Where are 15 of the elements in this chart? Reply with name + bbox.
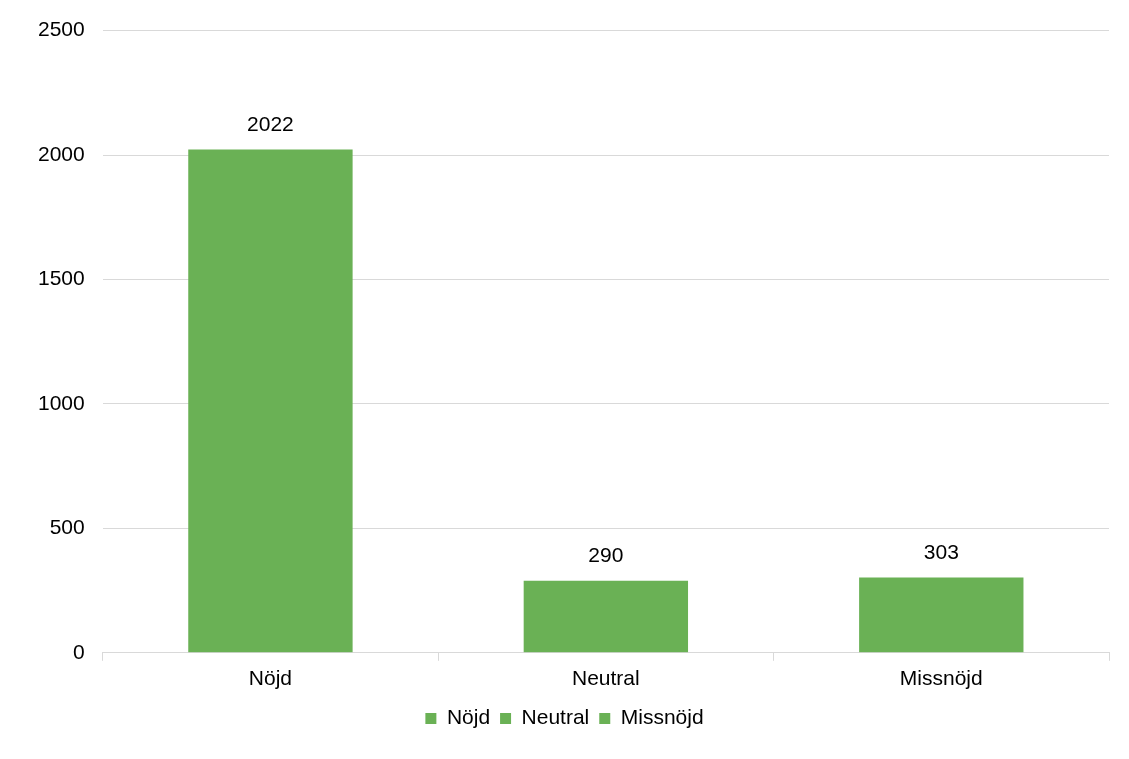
- data-label: 2022: [247, 111, 294, 135]
- y-tick-label: 2500: [38, 17, 85, 41]
- y-tick-label: 1500: [38, 266, 85, 290]
- x-tick-label: Nöjd: [248, 666, 293, 690]
- legend-label: Missnöjd: [620, 705, 704, 729]
- y-tick-label: 0: [73, 639, 85, 663]
- y-tick-label: 500: [49, 515, 85, 539]
- legend-label: Neutral: [521, 705, 590, 729]
- y-tick-label: 1000: [38, 390, 85, 414]
- legend-label: Nöjd: [446, 705, 491, 729]
- y-tick-label: 2000: [38, 141, 85, 165]
- x-tick-label: Neutral: [572, 666, 640, 690]
- data-label: 303: [923, 539, 959, 563]
- data-label: 290: [588, 542, 624, 566]
- x-tick-label: Missnöjd: [899, 666, 983, 690]
